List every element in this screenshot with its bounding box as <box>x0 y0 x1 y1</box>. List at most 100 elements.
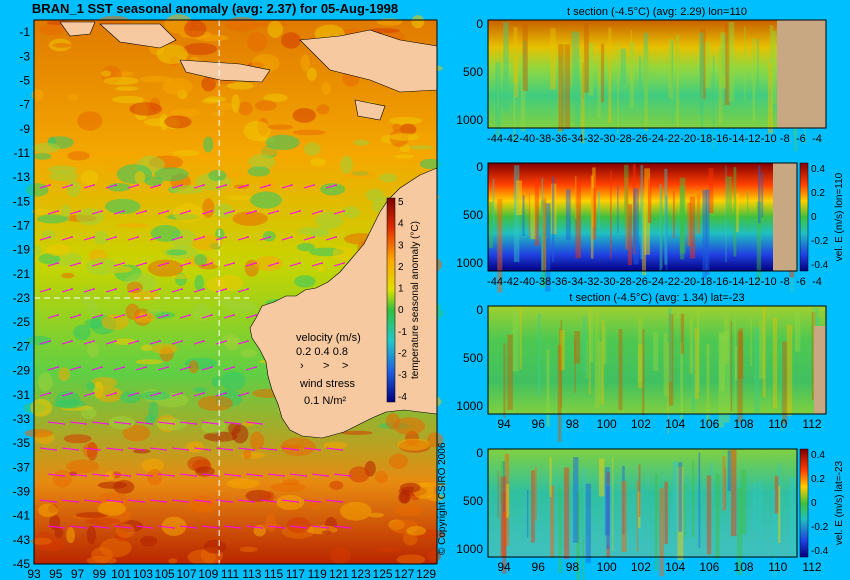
anomaly-patch <box>47 165 77 174</box>
wind-arrow <box>135 366 147 371</box>
anomaly-patch <box>316 265 326 272</box>
wind-arrow <box>91 366 103 371</box>
panel-y-tick: 500 <box>463 351 483 365</box>
wind-arrow-head <box>275 501 277 503</box>
wind-arrow-head <box>137 340 139 342</box>
panel-feature <box>694 328 699 400</box>
map-x-tick: 95 <box>49 567 63 580</box>
wind-arrow-head <box>99 501 101 503</box>
panel-x-tick: -24 <box>648 276 664 288</box>
panel-feature <box>497 198 503 293</box>
wind-arrow <box>259 236 271 241</box>
wind-arrow-head <box>231 501 233 503</box>
anomaly-patch <box>81 286 91 305</box>
wind-arrow <box>105 288 117 293</box>
wind-arrow-head <box>79 210 81 212</box>
panel-feature <box>705 189 710 275</box>
panel-feature <box>504 453 510 547</box>
wind-arrow-head <box>49 392 51 394</box>
wind-arrow-head <box>299 262 301 264</box>
wind-arrow <box>193 447 211 451</box>
map-x-tick: 127 <box>394 567 414 580</box>
panel-feature <box>507 334 513 410</box>
panel-x-tick: -20 <box>680 133 696 145</box>
wind-arrow-head <box>55 501 57 503</box>
wind-arrow <box>105 392 117 397</box>
panel-feature <box>778 463 781 509</box>
wind-arrow <box>135 210 147 215</box>
panel-colorbar-label: vel. E (m/s) lat=-23 <box>834 460 845 545</box>
panel-feature <box>597 54 601 119</box>
anomaly-patch <box>49 170 79 182</box>
wind-arrow-head <box>349 475 351 477</box>
wind-arrow <box>39 184 51 189</box>
panel-feature <box>519 306 522 370</box>
copyright-text: © Copyright CSIRO 2006 <box>437 442 448 555</box>
panel-feature <box>672 461 678 531</box>
wind-arrow-head <box>129 423 131 425</box>
panel-feature <box>546 349 550 427</box>
wind-arrow-head <box>275 449 277 451</box>
anomaly-patch <box>103 76 139 85</box>
colorbar-tick: 0 <box>398 305 404 316</box>
wind-arrow-head <box>151 475 153 477</box>
panel-feature <box>642 329 645 416</box>
anomaly-patch <box>276 494 305 510</box>
wind-arrows <box>39 184 351 529</box>
anomaly-patch <box>250 191 282 209</box>
wind-arrow-head <box>121 501 123 503</box>
wind-arrow <box>47 314 59 319</box>
wind-arrow-head <box>225 236 227 238</box>
panel-feature <box>726 176 732 216</box>
wind-arrow-head <box>297 501 299 503</box>
anomaly-patch <box>141 458 165 473</box>
wind-arrow-head <box>49 184 51 186</box>
wind-arrow <box>61 184 73 189</box>
map-y-tick: -3 <box>19 49 30 63</box>
wind-arrow <box>135 525 153 529</box>
anomaly-patch <box>213 203 234 219</box>
anomaly-patch <box>205 96 227 103</box>
panel-x-tick: -30 <box>600 133 616 145</box>
wind-arrow-head <box>313 236 315 238</box>
anomaly-patch <box>263 93 288 102</box>
anomaly-patch <box>67 151 90 161</box>
panel-feature <box>564 44 571 130</box>
wind-arrow <box>267 210 279 215</box>
panel-feature <box>752 483 757 530</box>
anomaly-patch <box>85 258 118 276</box>
panel-x-tick: -4 <box>812 133 822 145</box>
wind-arrow-head <box>173 475 175 477</box>
wind-arrow-head <box>85 423 87 425</box>
anomaly-patch <box>32 245 42 256</box>
panel-field <box>488 20 826 128</box>
wind-arrow <box>171 288 183 293</box>
anomaly-patch <box>30 398 53 417</box>
anomaly-patch <box>264 491 275 502</box>
anomaly-patch <box>243 448 252 460</box>
wind-arrow <box>289 262 301 267</box>
wind-arrow-head <box>129 475 131 477</box>
panel-feature <box>719 334 725 392</box>
anomaly-patch <box>389 133 420 141</box>
wind-arrow-head <box>173 423 175 425</box>
panel-feature <box>641 205 647 276</box>
wind-arrow <box>39 236 51 241</box>
wind-arrow-head <box>253 501 255 503</box>
panel-feature <box>526 489 529 538</box>
panel-feature <box>719 32 726 89</box>
anomaly-patch <box>80 170 99 186</box>
map-y-tick: -13 <box>13 170 31 184</box>
panel-feature <box>592 167 596 228</box>
panel-y-tick: 0 <box>476 446 483 460</box>
panel-feature <box>633 188 639 265</box>
panel-x-tick: 98 <box>566 560 580 574</box>
wind-arrow <box>289 525 307 529</box>
map-x-tick: 107 <box>176 567 196 580</box>
wind-arrow-head <box>115 392 117 394</box>
panel-feature <box>514 56 519 98</box>
panel-feature <box>575 175 577 219</box>
wind-arrow <box>47 262 59 267</box>
wind-arrow-head <box>299 210 301 212</box>
